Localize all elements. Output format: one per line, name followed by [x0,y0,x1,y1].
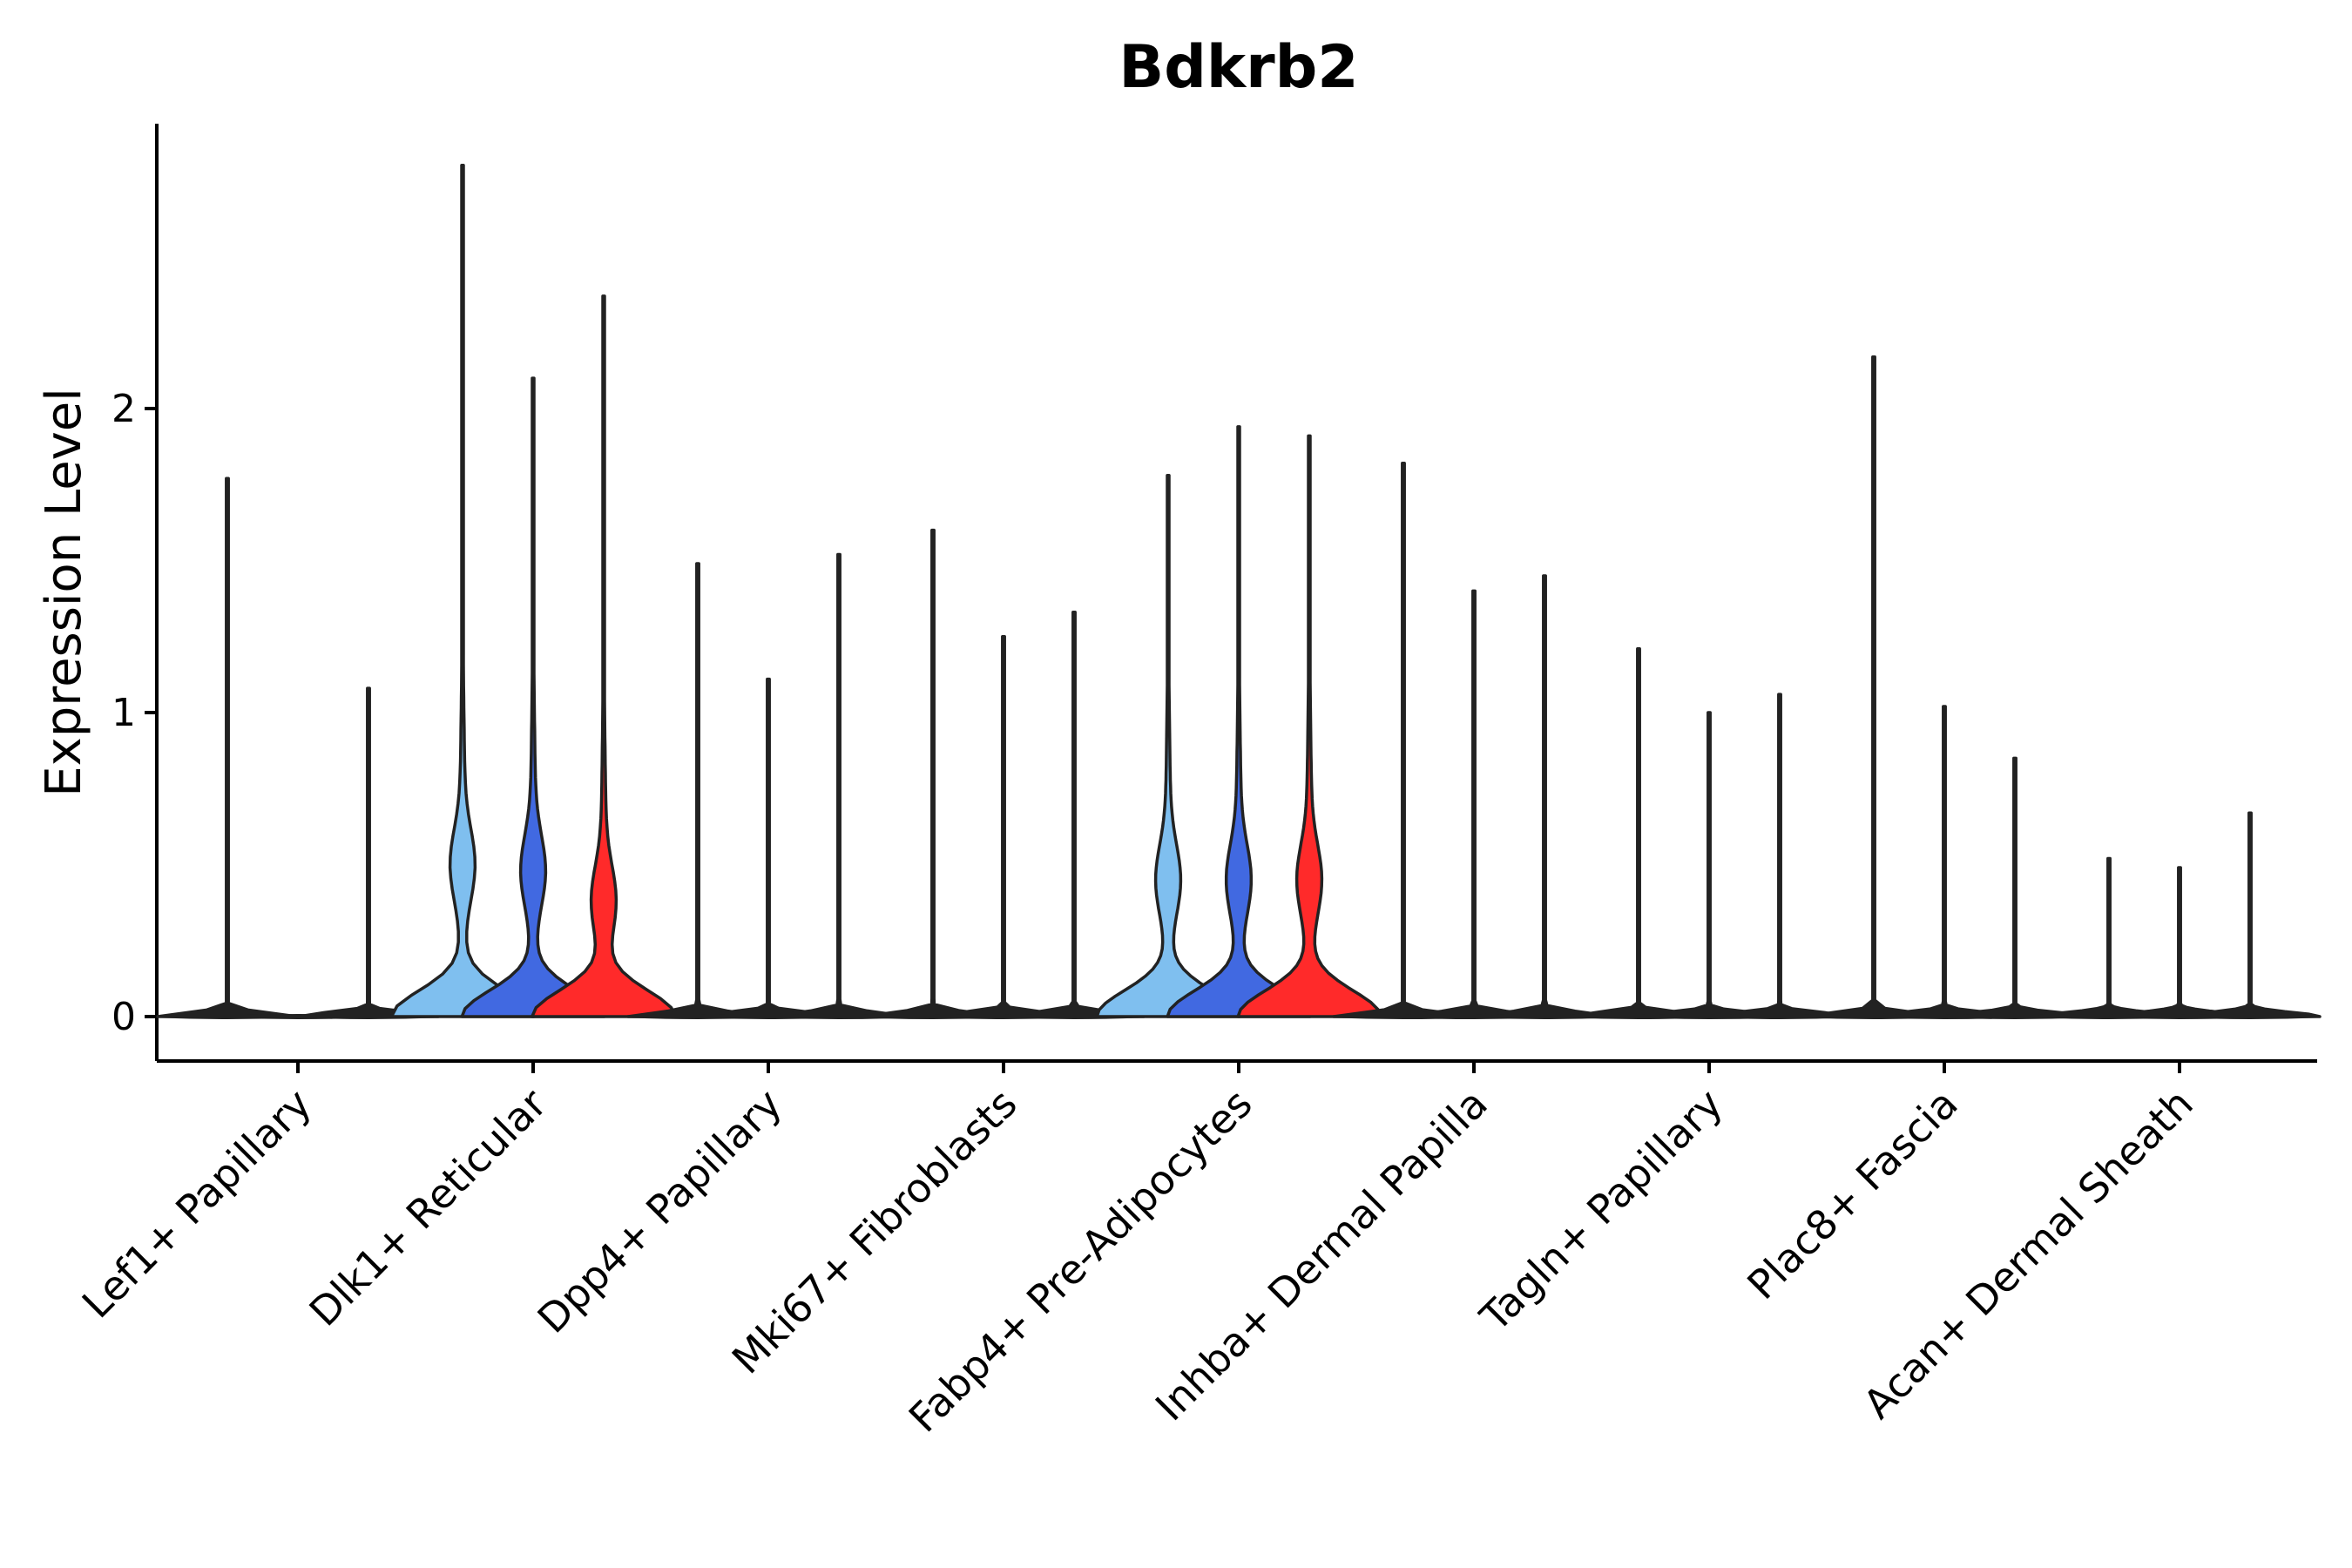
x-tick-label: Dpp4+ Papillary [529,1080,791,1342]
violin-2-1 [389,164,536,1018]
y-axis-label: Expression Level [36,388,92,797]
violin-6-2 [1402,589,1545,1018]
y-tick-label: 1 [112,691,136,735]
violin-4-2 [932,635,1075,1018]
violin-9-2 [2108,866,2251,1018]
violin-5-3 [1236,434,1382,1018]
chart-title: Bdkrb2 [1119,33,1358,102]
violin-1-1 [156,476,299,1018]
violin-3-3 [767,552,910,1018]
violin-8-2 [1873,705,2016,1018]
violin-9-1 [2038,856,2180,1018]
x-tick-label: Tagln+ Papillary [1470,1080,1732,1342]
violin-2-3 [531,294,677,1018]
violin-base-9-3 [2183,1014,2317,1019]
violin-4-1 [862,528,1004,1018]
violin-8-1 [1802,355,1945,1018]
y-tick-label: 0 [112,995,136,1039]
y-tick-label: 2 [112,387,136,431]
violin-2-2 [460,376,606,1018]
violin-8-3 [1943,756,2086,1018]
violin-6-3 [1473,574,1616,1018]
violin-1-3 [297,686,440,1018]
x-tick-label: Plac8+ Fascia [1738,1080,1966,1308]
x-tick-label: Lef1+ Papillary [73,1080,321,1328]
violin-5-2 [1166,425,1312,1018]
violin-3-1 [626,562,769,1018]
x-tick-label: Dlk1+ Reticular [301,1080,556,1335]
violin-7-1 [1567,646,1710,1018]
violin-4-3 [1003,611,1146,1018]
violin-5-1 [1095,474,1241,1018]
violin-7-3 [1708,693,1851,1018]
violin-7-2 [1638,711,1781,1018]
violin-3-2 [697,677,840,1018]
violin-6-1 [1332,462,1475,1018]
violin-9-3 [2179,811,2322,1018]
